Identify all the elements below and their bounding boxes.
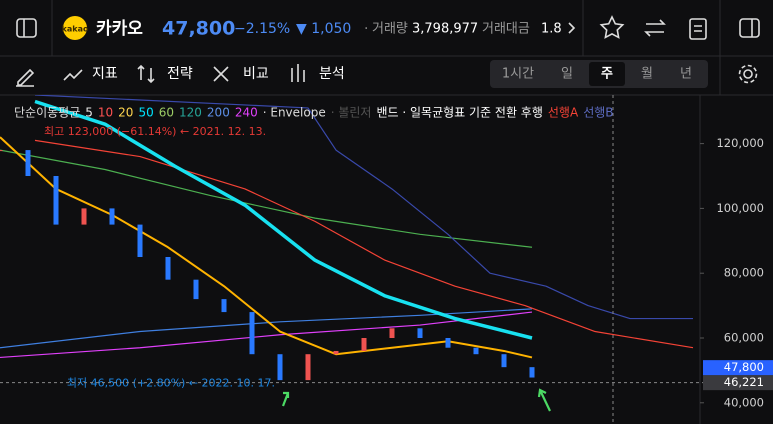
candle	[333, 350, 339, 355]
header-change-pct: −2.15%	[234, 21, 290, 37]
candle	[25, 150, 31, 176]
indicator-line	[34, 99, 533, 340]
legend-item: 200	[207, 106, 230, 120]
legend-item: 240	[235, 106, 258, 120]
plot: 최고 123,000 (−61.14%) ← 2021. 12. 13. 최저 4…	[0, 95, 694, 390]
tool-button[interactable]: 분석	[319, 66, 345, 82]
annotation: 최고 123,000 (−61.14%) ← 2021. 12. 13.	[44, 125, 266, 138]
legend-item: 120	[179, 106, 202, 120]
header-volume-label: 거래량	[372, 22, 408, 37]
indicator-line	[0, 308, 533, 349]
tool-button[interactable]: 비교	[243, 66, 269, 82]
header-dot: ·	[364, 21, 368, 37]
period-button[interactable]: 일	[561, 67, 573, 82]
y-tick-label: 60,000	[724, 331, 764, 345]
logo-text: kakao	[62, 25, 89, 34]
header-volume: 3,798,977	[412, 22, 478, 37]
candle	[109, 208, 115, 225]
candle	[417, 328, 423, 338]
price-label-box	[703, 360, 773, 376]
legend-item: 60	[159, 106, 174, 120]
candle	[53, 176, 59, 225]
arrow-right	[537, 388, 551, 412]
candle	[221, 299, 227, 313]
candle	[389, 328, 395, 338]
draw-icon[interactable]	[16, 68, 35, 87]
price-label-box	[703, 375, 773, 391]
period-button[interactable]: 주	[601, 67, 613, 82]
arrow-left	[281, 391, 290, 407]
header-icons	[16, 15, 760, 87]
clipboard-icon[interactable]	[689, 18, 707, 40]
period-button[interactable]: 1시간	[502, 67, 534, 82]
annotation: 최저 46,500 (+2.80%) ← 2022. 10. 17.	[67, 377, 275, 390]
panel-icon[interactable]	[739, 18, 760, 38]
period-button[interactable]: 년	[680, 67, 692, 82]
legend-item: 20	[118, 106, 133, 120]
indicator-line	[0, 149, 533, 248]
header-change: ▼ 1,050	[296, 21, 351, 37]
analysis-icon[interactable]	[291, 64, 305, 82]
legend-item: · Envelope	[263, 106, 326, 120]
candle	[501, 354, 507, 368]
legend-item: 선행B	[583, 105, 613, 120]
indicator-line	[34, 95, 693, 320]
candle	[277, 354, 283, 381]
candle	[445, 338, 451, 348]
y-tick-label: 100,000	[716, 201, 764, 215]
compare-icon[interactable]	[213, 66, 229, 82]
legend-item: 선행A	[548, 105, 579, 120]
more-chevron[interactable]	[568, 22, 576, 34]
swap-icon[interactable]	[644, 19, 666, 37]
y-tick-label: 120,000	[716, 136, 764, 150]
settings-icon[interactable]	[743, 69, 753, 79]
header-amount-label: 거래대금	[482, 22, 530, 37]
header-amount: 1.8	[541, 22, 562, 37]
y-tick-label: 40,000	[724, 395, 764, 409]
price-label: 46,221	[724, 375, 764, 389]
header-price: 47,800	[162, 18, 235, 40]
candle	[529, 367, 535, 378]
candle	[137, 224, 143, 257]
logo	[63, 16, 87, 40]
legend-item: 10	[98, 106, 113, 120]
candle	[165, 257, 171, 280]
period-selected	[589, 62, 625, 86]
legend-item: 5	[85, 106, 93, 120]
candle	[193, 279, 199, 300]
sidebar-icon[interactable]	[16, 18, 37, 38]
candle	[305, 354, 311, 381]
header-name: 카카오	[96, 19, 143, 39]
star-icon[interactable]	[599, 15, 625, 39]
arrows	[281, 388, 551, 412]
candle	[473, 347, 479, 355]
legend-item: 단순이동평균	[14, 106, 80, 120]
candle	[249, 312, 255, 355]
tool-button[interactable]: 전략	[167, 66, 193, 82]
candle	[361, 338, 367, 351]
legend-item: 밴드 · 일목균형표 기준 전환 후행	[376, 105, 542, 120]
price-label: 47,800	[724, 360, 764, 374]
indicator-line	[0, 136, 533, 359]
legend-item: 50	[138, 106, 153, 120]
y-tick-label: 80,000	[724, 266, 764, 280]
strategy-icon[interactable]	[137, 64, 155, 84]
candle	[81, 208, 87, 225]
indicator-icon[interactable]	[63, 69, 83, 81]
period-button[interactable]: 월	[641, 67, 653, 82]
candle	[0, 150, 3, 152]
tool-button[interactable]: 지표	[92, 66, 118, 82]
legend-item: · 볼린저	[331, 106, 372, 120]
header: 카카오 47,800−2.15% ▼ 1,050 · 거래량 3,798,977 거래대금 1…	[96, 18, 562, 40]
